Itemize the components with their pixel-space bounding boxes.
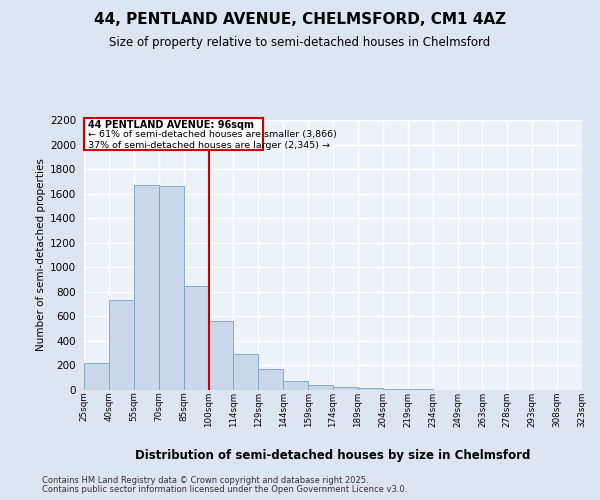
Bar (233, 354, 259, 390)
FancyBboxPatch shape (85, 118, 263, 150)
Text: Contains HM Land Registry data © Crown copyright and database right 2025.: Contains HM Land Registry data © Crown c… (42, 476, 368, 485)
Bar (209, 322, 233, 390)
Bar (283, 382, 308, 390)
Bar (383, 389, 408, 390)
Text: Size of property relative to semi-detached houses in Chelmsford: Size of property relative to semi-detach… (109, 36, 491, 49)
Bar (109, 300, 134, 390)
Text: 44 PENTLAND AVENUE: 96sqm: 44 PENTLAND AVENUE: 96sqm (88, 120, 254, 130)
Text: Contains public sector information licensed under the Open Government Licence v3: Contains public sector information licen… (42, 485, 407, 494)
Bar (259, 368, 283, 390)
Bar (333, 387, 358, 390)
Text: Distribution of semi-detached houses by size in Chelmsford: Distribution of semi-detached houses by … (136, 450, 530, 462)
Bar (159, 186, 184, 390)
Bar (184, 286, 209, 390)
Bar (308, 385, 333, 390)
Bar (358, 388, 383, 390)
Text: ← 61% of semi-detached houses are smaller (3,866): ← 61% of semi-detached houses are smalle… (88, 130, 337, 139)
Text: 44, PENTLAND AVENUE, CHELMSFORD, CM1 4AZ: 44, PENTLAND AVENUE, CHELMSFORD, CM1 4AZ (94, 12, 506, 28)
Text: 37% of semi-detached houses are larger (2,345) →: 37% of semi-detached houses are larger (… (88, 140, 330, 149)
Bar (134, 185, 159, 390)
Bar (84, 363, 109, 390)
Y-axis label: Number of semi-detached properties: Number of semi-detached properties (36, 158, 46, 352)
